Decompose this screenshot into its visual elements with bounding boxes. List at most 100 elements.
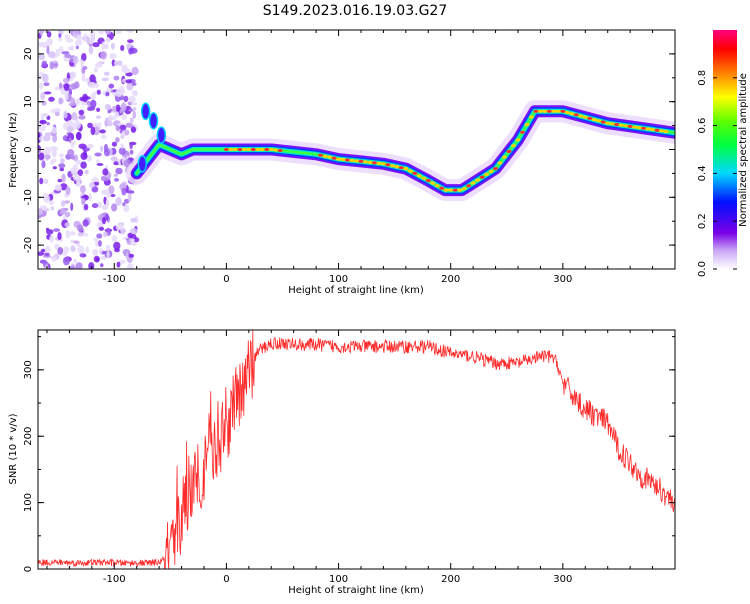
noise-speckle bbox=[123, 204, 130, 213]
ridge-hotspot bbox=[614, 122, 620, 127]
noise-speckle bbox=[71, 169, 77, 175]
noise-speckle bbox=[98, 226, 105, 231]
noise-speckle bbox=[73, 258, 77, 264]
ridge-hotspot bbox=[398, 166, 404, 170]
noise-speckle bbox=[74, 30, 80, 35]
noise-speckle bbox=[40, 248, 46, 253]
noise-speckle bbox=[42, 134, 51, 142]
ridge-hotspot bbox=[403, 167, 409, 171]
ridge-hotspot bbox=[416, 174, 422, 178]
ridge-fragment bbox=[148, 112, 159, 130]
noise-speckle bbox=[100, 134, 107, 139]
noise-speckle bbox=[93, 237, 98, 242]
colorbar-tick-label: 0.0 bbox=[697, 261, 708, 277]
noise-speckle bbox=[63, 246, 70, 254]
noise-speckle bbox=[97, 30, 105, 35]
noise-speckle bbox=[59, 207, 67, 215]
noise-speckle bbox=[132, 107, 137, 111]
noise-speckle bbox=[70, 83, 77, 90]
noise-speckle bbox=[63, 252, 68, 256]
ridge-hotspot bbox=[443, 188, 449, 192]
noise-speckle bbox=[89, 182, 95, 188]
noise-speckle bbox=[96, 163, 104, 166]
ridge-hotspot bbox=[529, 115, 534, 119]
spectrogram-xtick-label: 100 bbox=[329, 274, 348, 285]
noise-speckle bbox=[68, 132, 74, 139]
spectrogram-ytick-label: 20 bbox=[23, 48, 34, 61]
noise-speckle bbox=[59, 46, 64, 53]
noise-speckle bbox=[111, 42, 115, 50]
spectrogram-ridge bbox=[125, 100, 675, 202]
noise-speckle bbox=[68, 266, 76, 269]
colorbar-tick-label: 0.4 bbox=[697, 165, 708, 181]
ridge-hotspot bbox=[466, 184, 472, 188]
noise-speckle bbox=[70, 97, 76, 105]
ridge-hotspot bbox=[425, 179, 431, 183]
noise-speckle bbox=[84, 169, 89, 175]
noise-speckle bbox=[63, 110, 68, 119]
noise-speckle bbox=[55, 48, 61, 57]
ridge-hotspot bbox=[497, 161, 503, 165]
noise-speckle bbox=[75, 131, 82, 141]
noise-speckle bbox=[131, 82, 137, 86]
noise-speckle bbox=[63, 83, 70, 91]
ridge-hotspot bbox=[223, 147, 229, 152]
noise-speckle bbox=[41, 160, 46, 169]
snr-axes-ticks: -100 0 100 200 300 0 100 200 300 bbox=[23, 330, 675, 585]
noise-speckle bbox=[128, 95, 136, 103]
noise-speckle bbox=[105, 213, 109, 221]
ridge-hotspot bbox=[573, 113, 579, 117]
noise-speckle bbox=[93, 67, 98, 73]
noise-speckle bbox=[42, 113, 49, 118]
noise-speckle bbox=[88, 46, 94, 55]
ridge-hotspot bbox=[618, 123, 624, 127]
noise-speckle bbox=[115, 104, 121, 112]
ridge-hotspot bbox=[232, 147, 238, 152]
noise-speckle bbox=[65, 230, 70, 239]
noise-speckle bbox=[85, 246, 89, 254]
noise-speckle bbox=[40, 91, 46, 101]
ridge-hotspot bbox=[636, 126, 642, 130]
noise-speckle bbox=[51, 126, 57, 134]
noise-speckle bbox=[72, 164, 78, 171]
noise-speckle bbox=[38, 123, 46, 132]
noise-speckle bbox=[62, 256, 70, 266]
noise-speckle bbox=[67, 46, 74, 51]
noise-speckle bbox=[81, 73, 86, 82]
ridge-hotspot bbox=[331, 156, 337, 160]
noise-speckle bbox=[120, 143, 125, 149]
noise-speckle bbox=[53, 108, 62, 113]
ridge-hotspot bbox=[470, 181, 476, 185]
noise-speckle bbox=[118, 147, 126, 155]
noise-speckle bbox=[103, 148, 110, 157]
spectrogram-xtick-label: 300 bbox=[553, 274, 572, 285]
noise-speckle bbox=[60, 200, 66, 207]
ridge-hotspot bbox=[255, 147, 261, 152]
noise-speckle bbox=[64, 200, 71, 204]
noise-speckle bbox=[83, 96, 91, 100]
snr-ytick-label: 100 bbox=[23, 493, 34, 512]
noise-speckle bbox=[96, 107, 101, 113]
noise-speckle bbox=[88, 193, 92, 201]
noise-speckle bbox=[72, 55, 79, 65]
noise-speckle bbox=[93, 181, 100, 186]
noise-speckle bbox=[49, 61, 54, 70]
snr-xlabel: Height of straight line (km) bbox=[288, 585, 424, 596]
noise-speckle bbox=[70, 71, 77, 79]
ridge-hotspot bbox=[430, 181, 436, 185]
noise-speckle bbox=[129, 142, 133, 150]
figure-title: S149.2023.016.19.03.G27 bbox=[263, 3, 448, 19]
colorbar-ticks: 0.0 0.2 0.4 0.6 0.8 bbox=[697, 70, 737, 277]
ridge-hotspot bbox=[609, 122, 615, 126]
ridge-hotspot bbox=[475, 178, 481, 182]
ridge-hotspot bbox=[363, 160, 368, 164]
noise-speckle bbox=[76, 181, 81, 188]
noise-speckle bbox=[114, 111, 120, 118]
ridge-hotspot bbox=[511, 144, 516, 148]
noise-speckle bbox=[58, 37, 63, 42]
noise-speckle bbox=[89, 30, 96, 39]
noise-speckle bbox=[114, 177, 119, 182]
